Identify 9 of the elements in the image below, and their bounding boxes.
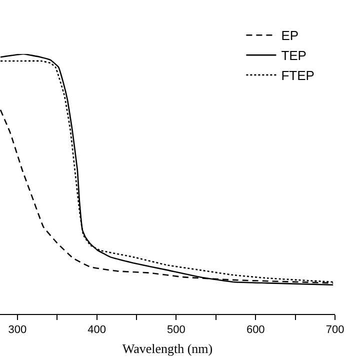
x-tick-label: 300 — [8, 324, 27, 336]
x-tick-label: 400 — [88, 324, 106, 336]
legend-label: EP — [281, 28, 299, 44]
legend-label: TEP — [281, 48, 306, 64]
x-tick-label: 500 — [167, 324, 186, 336]
x-tick-label: 700 — [326, 324, 344, 336]
x-tick-label: 600 — [246, 324, 265, 336]
legend-label: FTEP — [281, 68, 314, 84]
x-axis-title: Wavelength (nm) — [122, 340, 213, 356]
